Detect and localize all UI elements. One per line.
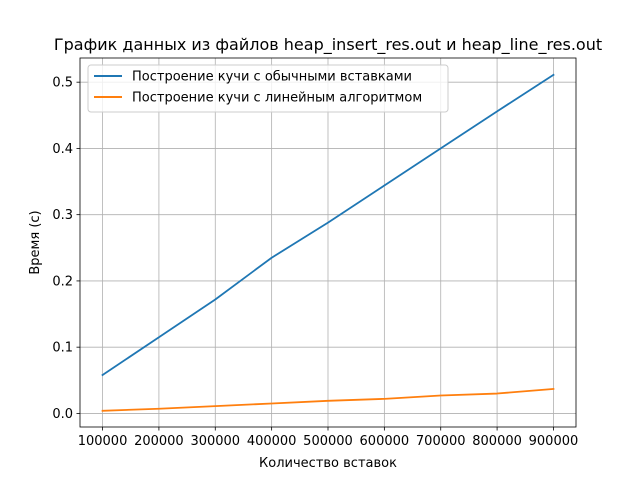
series-group [101, 73, 555, 412]
x-tick-label: 400000 [247, 434, 297, 449]
y-axis-label: Время (с) [28, 210, 43, 274]
legend-box [87, 64, 449, 113]
x-tick-label: 700000 [416, 434, 466, 449]
y-tick-label: 0.0 [52, 407, 73, 422]
x-tick-label: 200000 [134, 434, 184, 449]
y-tick-label: 0.3 [52, 208, 73, 223]
x-tick-label: 100000 [78, 434, 128, 449]
x-axis-label: Количество вставок [259, 456, 397, 471]
y-tick-label: 0.1 [52, 341, 73, 356]
y-tick-label: 0.2 [52, 274, 73, 289]
x-tick-label: 300000 [190, 434, 240, 449]
x-axis-ticks: 100000 200000 300000 400000 500000 600000 7000… [78, 427, 579, 449]
x-tick-label: 600000 [360, 434, 410, 449]
legend-label-insert: Построение кучи с обычными вставками [132, 70, 412, 85]
legend: Построение кучи с обычными вставками Пос… [87, 64, 449, 113]
series-line-insert [101, 73, 555, 377]
x-tick-label: 900000 [529, 434, 579, 449]
x-tick-label: 800000 [472, 434, 522, 449]
y-tick-label: 0.4 [52, 142, 73, 157]
series-line-linear [101, 387, 555, 412]
y-tick-label: 0.5 [52, 76, 73, 91]
legend-label-linear: Построение кучи с линейным алгоритмом [132, 91, 422, 106]
x-tick-label: 500000 [303, 434, 353, 449]
chart-title: График данных из файлов heap_insert_res.… [54, 35, 602, 55]
y-axis-ticks: 0.0 0.1 0.2 0.3 0.4 0.5 [52, 76, 80, 422]
